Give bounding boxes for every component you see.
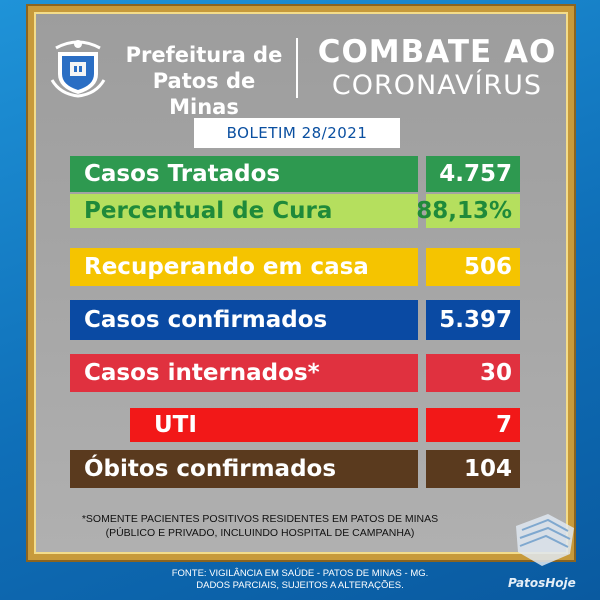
row-value-obitos: 104: [426, 450, 520, 488]
face-mask-icon: [516, 514, 574, 566]
patoshoje-brand: PatosHoje: [508, 576, 576, 590]
footer-line2: DADOS PARCIAIS, SUJEITOS A ALTERAÇÕES.: [196, 580, 404, 591]
footnote: *SOMENTE PACIENTES POSITIVOS RESIDENTES …: [40, 512, 480, 540]
row-label-recuperando: Recuperando em casa: [70, 248, 418, 286]
prefeitura-title: Prefeitura de Patos de Minas: [116, 42, 292, 120]
row-value-recuperando: 506: [426, 248, 520, 286]
row-label-casos-internados: Casos internados*: [70, 354, 418, 392]
source-footer: FONTE: VIGILÂNCIA EM SAÚDE - PATOS DE MI…: [0, 568, 600, 592]
row-label-percentual-cura: Percentual de Cura: [70, 194, 418, 228]
coronavirus-title: CORONAVÍRUS: [331, 70, 543, 101]
header-separator: [296, 38, 298, 98]
row-label-casos-tratados: Casos Tratados: [70, 156, 418, 192]
row-value-uti: 7: [426, 408, 520, 442]
footer-line1: FONTE: VIGILÂNCIA EM SAÚDE - PATOS DE MI…: [171, 568, 429, 579]
row-label-casos-confirmados: Casos confirmados: [70, 300, 418, 340]
row-value-percentual-cura: 88,13%: [416, 194, 520, 228]
prefeitura-line1: Prefeitura de: [125, 43, 283, 67]
row-value-casos-confirmados: 5.397: [426, 300, 520, 340]
row-label-uti: UTI: [130, 408, 418, 442]
boletim-badge: BOLETIM 28/2021: [194, 118, 400, 148]
bulletin-panel: Prefeitura de Patos de Minas COMBATE AO …: [28, 6, 574, 560]
footnote-line1: *SOMENTE PACIENTES POSITIVOS RESIDENTES …: [81, 513, 439, 525]
footnote-line2: (PÚBLICO E PRIVADO, INCLUINDO HOSPITAL D…: [105, 527, 415, 539]
municipal-crest-icon: [50, 40, 106, 98]
row-label-obitos: Óbitos confirmados: [70, 450, 418, 488]
row-value-casos-tratados: 4.757: [426, 156, 520, 192]
prefeitura-line2: Patos de Minas: [152, 69, 256, 119]
combate-title: COMBATE AO: [317, 34, 557, 70]
row-value-casos-internados: 30: [426, 354, 520, 392]
